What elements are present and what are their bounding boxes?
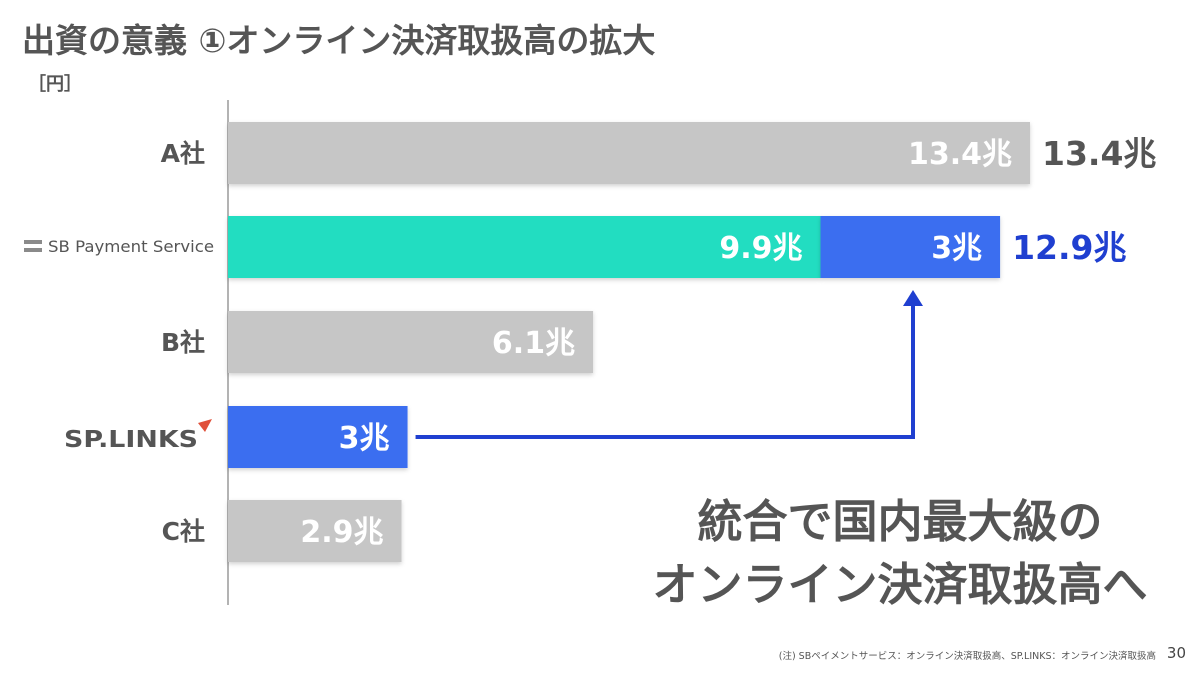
connector-arrow-head-icon: [903, 290, 923, 306]
page-number: 30: [1166, 644, 1186, 662]
bar-1-segment-0-label: 9.9兆: [719, 231, 802, 266]
unit-label: ［円］: [28, 74, 82, 95]
category-label-2: B社: [161, 328, 205, 357]
bar-1-segment-1: [820, 216, 1001, 278]
bar-1-segment-0: [228, 216, 821, 278]
sbps-logo: SB Payment Service: [24, 237, 214, 256]
bar-0-total-label: 13.4兆: [1042, 134, 1156, 173]
bar-4-segment-0-label: 2.9兆: [300, 515, 383, 550]
svg-text:SB Payment Service: SB Payment Service: [48, 237, 214, 256]
annotation-line-1: 統合で国内最大級の: [697, 495, 1102, 548]
bar-2-segment-0: [228, 311, 594, 373]
bar-3-segment-0: [228, 406, 408, 468]
footnote: (注) SBペイメントサービス：オンライン決済取扱高、SP.LINKS：オンライ…: [778, 651, 1156, 662]
annotation-line-2: オンライン決済取扱高へ: [652, 558, 1147, 611]
category-label-0: A社: [161, 139, 205, 168]
bar-2-segment-0-label: 6.1兆: [492, 326, 575, 361]
svg-text:SP.LINKS: SP.LINKS: [64, 427, 198, 453]
connector-arrow-line: [415, 304, 915, 439]
bar-1-segment-1-label: 3兆: [931, 231, 982, 266]
bar-3-segment-0-label: 3兆: [339, 421, 390, 456]
category-label-4: C社: [162, 517, 205, 546]
bar-4-segment-0: [228, 500, 402, 562]
splinks-logo: SP.LINKS: [64, 419, 212, 453]
bar-0-segment-0-label: 13.4兆: [908, 137, 1012, 172]
bar-1-total-label: 12.9兆: [1012, 228, 1126, 267]
bar-0-segment-0: [228, 122, 1030, 184]
slide-title: 出資の意義 ①オンライン決済取扱高の拡大: [22, 21, 656, 60]
